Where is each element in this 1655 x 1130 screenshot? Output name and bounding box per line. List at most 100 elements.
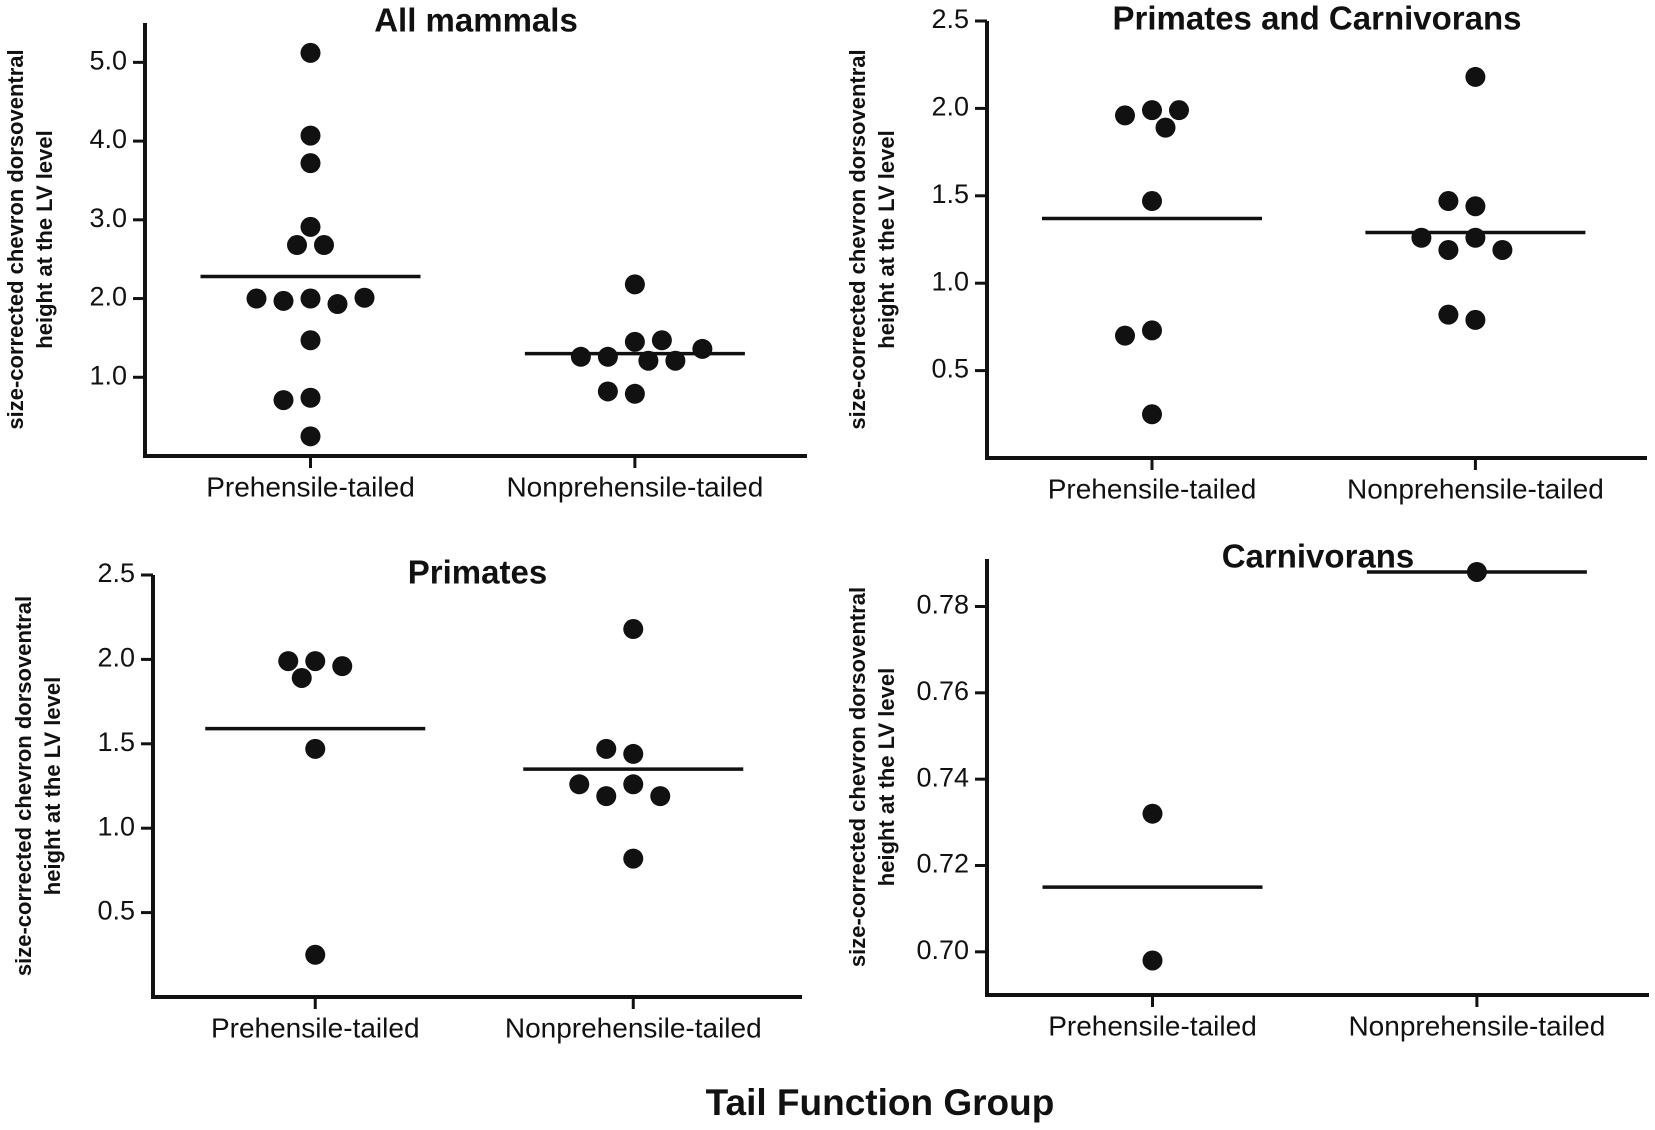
y-axis-label: height at the LV level [40, 677, 65, 895]
data-point [597, 346, 618, 367]
data-point [1411, 227, 1432, 248]
data-point [638, 350, 659, 371]
y-axis-label: size-corrected chevron dorsoventral [845, 587, 870, 967]
y-tick-label: 0.76 [916, 676, 969, 706]
data-point [624, 331, 645, 352]
data-point [1465, 227, 1486, 248]
data-point [314, 235, 334, 256]
data-point [273, 290, 294, 311]
y-tick-label: 0.74 [916, 762, 969, 792]
data-point [569, 774, 590, 795]
y-tick-label: 1.0 [97, 811, 135, 841]
x-tick-label: Prehensile-tailed [1048, 1010, 1257, 1041]
y-tick-label: 3.0 [89, 203, 127, 233]
data-point [1438, 239, 1459, 260]
data-point [1466, 561, 1487, 582]
y-tick-label: 0.5 [931, 354, 969, 384]
data-point [305, 944, 326, 965]
data-point [1438, 191, 1459, 212]
x-tick-label: Prehensile-tailed [1048, 473, 1257, 504]
y-tick-label: 1.0 [89, 360, 127, 390]
y-tick-label: 1.0 [931, 266, 969, 296]
data-point [287, 235, 307, 256]
y-axis-label: height at the LV level [874, 668, 899, 886]
data-point [327, 294, 348, 315]
x-tick-label: Prehensile-tailed [211, 1012, 420, 1043]
y-axis-label: height at the LV level [874, 130, 899, 348]
chart-title: Carnivorans [1222, 538, 1415, 575]
y-tick-label: 2.0 [89, 282, 127, 312]
data-point [596, 786, 617, 807]
data-point [624, 383, 645, 404]
data-point [570, 346, 591, 367]
data-point [1142, 404, 1162, 425]
x-tick-label: Nonprehensile-tailed [506, 471, 763, 502]
y-tick-label: 5.0 [89, 45, 127, 75]
data-point [300, 153, 321, 174]
chart-title: Primates and Carnivorans [1113, 0, 1522, 37]
y-tick-label: 0.5 [97, 896, 135, 926]
data-point [273, 390, 294, 411]
y-tick-label: 0.78 [916, 590, 969, 620]
y-tick-label: 4.0 [89, 124, 127, 154]
x-axis-label: Tail Function Group [706, 1082, 1055, 1123]
data-point [1465, 196, 1486, 217]
y-tick-label: 1.5 [97, 727, 135, 757]
x-tick-label: Prehensile-tailed [206, 471, 415, 502]
data-point [1492, 239, 1513, 260]
data-point [1115, 105, 1135, 126]
data-point [650, 786, 671, 807]
data-point [1465, 66, 1486, 87]
data-point [300, 216, 321, 237]
x-tick-label: Nonprehensile-tailed [1347, 473, 1604, 504]
chart-title: Primates [408, 554, 547, 591]
data-point [1115, 325, 1135, 346]
data-point [692, 338, 713, 359]
data-point [623, 619, 644, 640]
data-point [300, 125, 321, 146]
y-tick-label: 2.5 [931, 4, 969, 34]
data-point [1142, 191, 1162, 212]
data-point [300, 330, 321, 351]
data-point [596, 738, 617, 759]
data-point [651, 330, 672, 351]
data-point [246, 288, 267, 309]
data-point [305, 651, 326, 672]
x-tick-label: Nonprehensile-tailed [505, 1012, 762, 1043]
y-axis-label: height at the LV level [32, 130, 57, 348]
data-point [624, 274, 645, 295]
y-axis-label: size-corrected chevron dorsoventral [11, 596, 36, 976]
y-tick-label: 2.0 [97, 643, 135, 673]
y-tick-label: 0.70 [916, 935, 969, 965]
data-point [665, 350, 686, 371]
data-point [1142, 950, 1163, 971]
data-point [1142, 320, 1162, 341]
y-axis-label: size-corrected chevron dorsoventral [3, 49, 28, 429]
y-tick-label: 0.72 [916, 849, 969, 879]
data-point [300, 387, 321, 408]
data-point [300, 288, 321, 309]
data-point [300, 426, 321, 447]
data-point [623, 743, 644, 764]
y-tick-label: 1.5 [931, 179, 969, 209]
y-tick-label: 2.5 [97, 558, 135, 588]
data-point [300, 42, 321, 63]
data-point [1169, 100, 1189, 121]
data-point [1142, 100, 1162, 121]
data-point [623, 848, 644, 869]
data-point [354, 287, 375, 308]
data-point [332, 656, 353, 677]
data-point [291, 667, 312, 688]
data-point [305, 738, 326, 759]
chart-title: All mammals [374, 2, 578, 39]
data-point [1438, 304, 1459, 325]
x-tick-label: Nonprehensile-tailed [1348, 1010, 1605, 1041]
data-point [1142, 803, 1163, 824]
y-axis-label: size-corrected chevron dorsoventral [845, 49, 870, 429]
data-point [278, 651, 299, 672]
data-point [597, 381, 618, 402]
y-tick-label: 2.0 [931, 92, 969, 122]
data-point [1155, 117, 1176, 138]
data-point [1465, 309, 1486, 330]
